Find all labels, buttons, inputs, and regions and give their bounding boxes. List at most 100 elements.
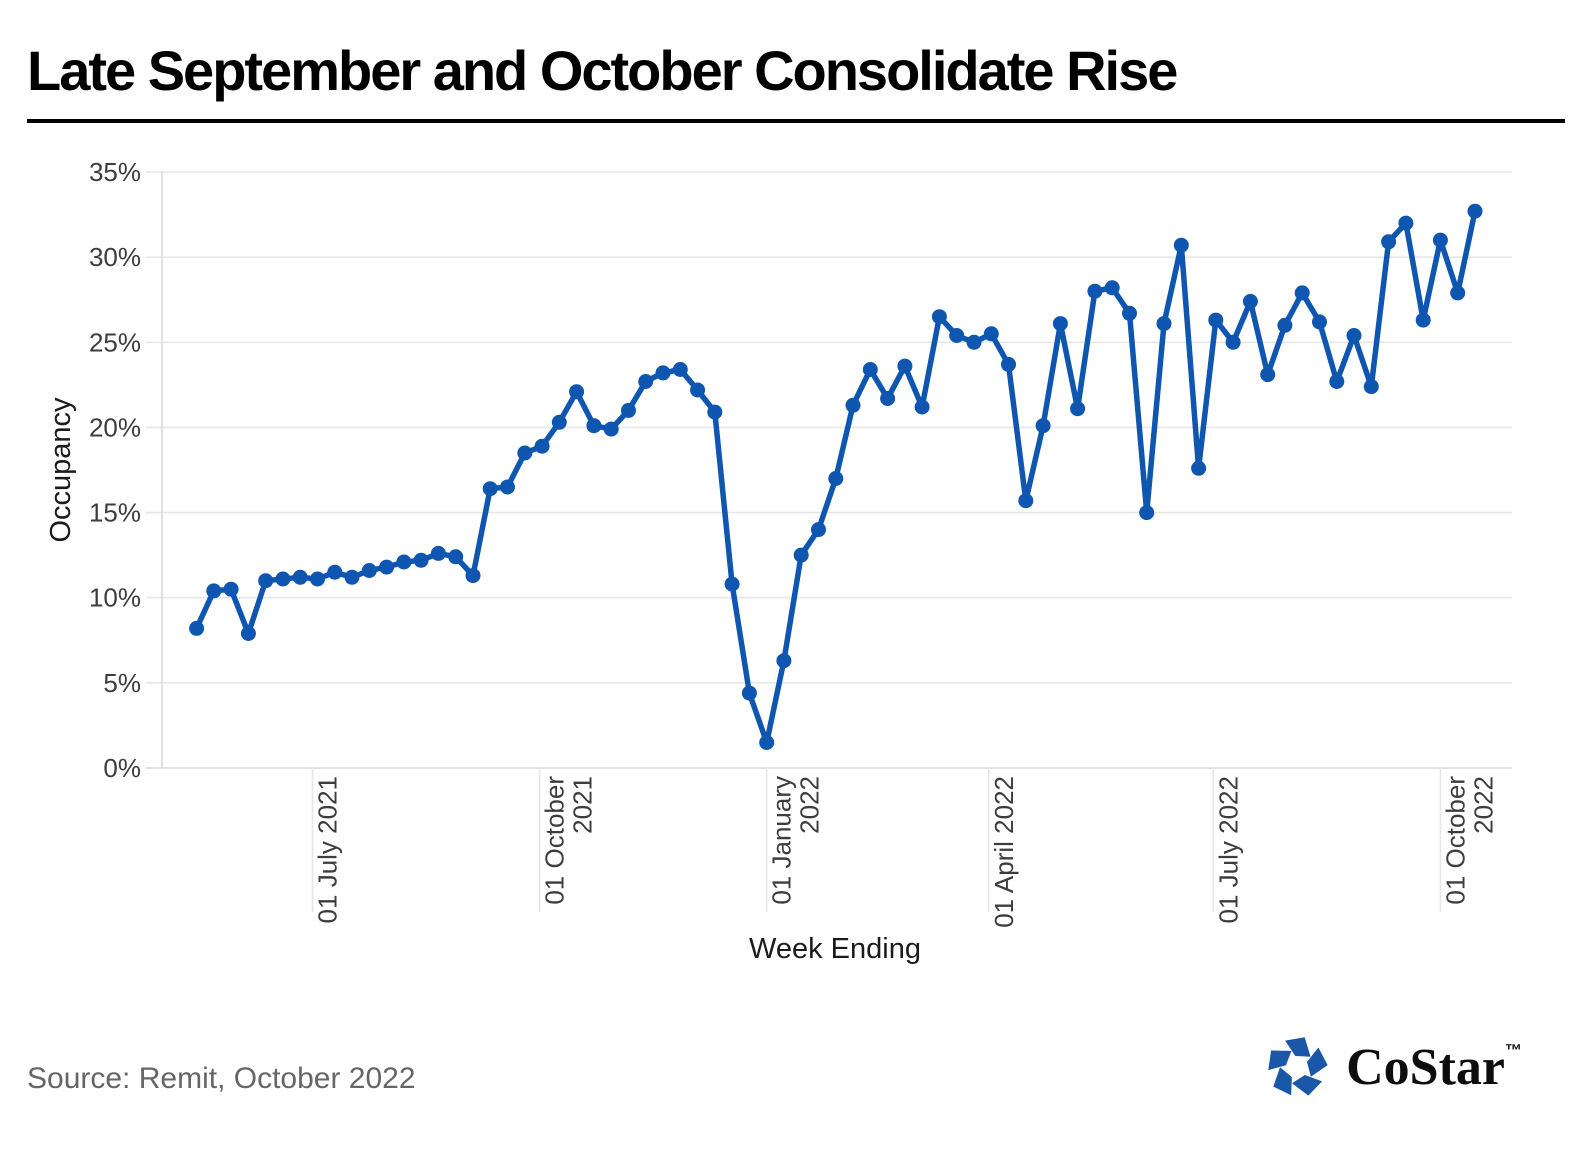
data-point: [1225, 334, 1241, 350]
data-point: [1139, 505, 1155, 521]
pinwheel-petal: [1285, 1037, 1311, 1057]
data-point: [845, 397, 861, 413]
data-point: [413, 552, 429, 568]
data-point: [931, 309, 947, 325]
data-point: [914, 399, 930, 415]
data-point: [621, 402, 636, 418]
data-point: [1018, 493, 1034, 509]
data-point: [448, 549, 464, 565]
chart-title: Late September and October Consolidate R…: [27, 38, 1565, 123]
x-tick-label: 2022: [1468, 776, 1498, 834]
y-tick-label: 35%: [89, 157, 141, 187]
y-tick-label: 25%: [89, 327, 141, 357]
y-tick-label: 30%: [89, 242, 141, 272]
data-point: [379, 559, 395, 575]
data-point: [1242, 293, 1258, 309]
data-point: [327, 564, 343, 580]
data-point: [465, 568, 481, 584]
data-point: [828, 471, 844, 486]
data-point: [776, 653, 792, 669]
data-point: [569, 384, 585, 400]
costar-pinwheel-icon: [1268, 1037, 1328, 1096]
data-point: [1398, 215, 1414, 231]
data-point: [1156, 316, 1172, 332]
data-point: [1432, 232, 1448, 248]
data-point: [880, 391, 896, 406]
x-tick-label: 01 January: [767, 776, 797, 905]
pinwheel-petal: [1307, 1047, 1328, 1077]
data-point: [1346, 328, 1362, 343]
data-point: [534, 438, 550, 454]
data-point: [1260, 367, 1276, 383]
data-point: [275, 571, 291, 587]
data-point: [1052, 316, 1068, 332]
data-point: [292, 569, 308, 585]
data-point: [396, 554, 412, 570]
pinwheel-petal: [1273, 1067, 1293, 1096]
x-axis-title: Week Ending: [749, 933, 921, 965]
data-point: [983, 326, 999, 342]
y-axis-title: Occupancy: [45, 397, 77, 543]
data-point: [1001, 356, 1016, 372]
y-tick-label: 15%: [89, 498, 141, 528]
data-point: [586, 418, 602, 434]
x-tick-label: 01 April 2022: [989, 776, 1019, 928]
data-point: [1070, 401, 1086, 417]
data-point: [811, 522, 826, 538]
x-tick-label: 2021: [568, 776, 598, 834]
y-tick-label: 0%: [103, 753, 141, 783]
data-point: [741, 685, 757, 701]
pinwheel-petal: [1292, 1074, 1323, 1096]
data-point: [1467, 203, 1483, 219]
data-point: [1277, 317, 1293, 333]
data-point: [1173, 237, 1189, 253]
data-point: [966, 334, 982, 350]
data-point: [690, 382, 706, 398]
data-point: [482, 481, 498, 497]
data-point: [310, 571, 325, 587]
data-point: [759, 735, 775, 750]
data-point: [1208, 312, 1224, 328]
x-tick-label: 01 July 2021: [313, 776, 343, 923]
trademark-symbol: ™: [1505, 1040, 1522, 1060]
data-point: [655, 365, 671, 381]
data-point: [793, 547, 809, 563]
data-point: [1191, 460, 1207, 476]
pinwheel-petal: [1268, 1050, 1292, 1071]
data-point: [862, 362, 878, 377]
data-point: [206, 583, 222, 599]
x-tick-label: 01 July 2022: [1213, 776, 1243, 923]
data-point: [707, 404, 723, 420]
data-point: [517, 445, 533, 461]
y-tick-label: 10%: [89, 583, 141, 613]
data-point: [258, 573, 274, 589]
data-point: [672, 362, 688, 377]
data-point: [949, 328, 965, 343]
data-point: [724, 576, 740, 592]
x-tick-label: 01 October: [1440, 776, 1470, 905]
data-point: [1312, 314, 1327, 330]
data-point: [223, 581, 239, 597]
costar-logo-text: CoStar™: [1346, 1038, 1522, 1096]
data-point: [1122, 305, 1137, 321]
data-point: [638, 374, 654, 389]
data-point: [603, 421, 619, 437]
data-point: [1381, 234, 1397, 250]
data-point: [1035, 418, 1051, 434]
data-point: [1363, 379, 1379, 395]
y-tick-label: 20%: [89, 412, 141, 442]
data-point: [240, 626, 256, 641]
data-point: [189, 620, 205, 636]
data-point: [897, 358, 913, 374]
y-tick-label: 5%: [103, 668, 141, 698]
data-point: [1450, 285, 1466, 301]
data-point: [1104, 280, 1120, 296]
data-point: [1329, 374, 1345, 389]
data-point: [1415, 312, 1431, 328]
data-point: [1087, 283, 1103, 299]
data-point: [361, 563, 377, 578]
data-point: [551, 414, 567, 430]
data-point: [344, 569, 360, 585]
x-tick-label: 01 October: [540, 776, 570, 905]
